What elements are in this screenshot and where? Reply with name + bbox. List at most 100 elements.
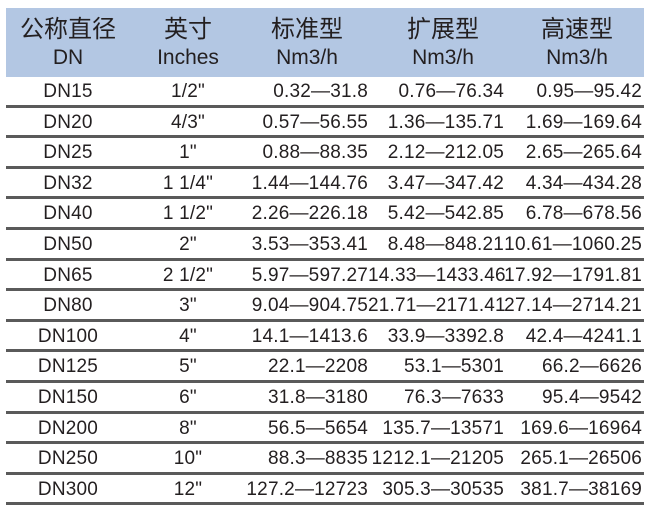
table-row: DN20 4/3" 0.57—56.55 1.36—135.71 1.69—169.64 bbox=[6, 108, 644, 139]
dn-cell: DN50 bbox=[43, 233, 93, 255]
extended-flow-cell: 76.3—7633 bbox=[403, 386, 504, 408]
inches-cell: 6" bbox=[179, 386, 197, 408]
highspeed-flow-cell: 2.65—265.64 bbox=[525, 142, 642, 164]
extended-flow-cell: 14.33—1433.46 bbox=[368, 264, 506, 286]
highspeed-flow-cell: 0.95—95.42 bbox=[536, 81, 642, 102]
dn-cell: DN200 bbox=[37, 417, 99, 439]
extended-flow-cell: 5.42—542.85 bbox=[387, 203, 504, 225]
table-row: DN200 8" 56.5—5654 135.7—13571 169.6—16964 bbox=[6, 414, 644, 445]
inches-cell: 1/2" bbox=[171, 81, 205, 102]
table-row: DN150 6" 31.8—3180 76.3—7633 95.4—9542 bbox=[6, 383, 644, 414]
highspeed-flow-cell: 169.6—16964 bbox=[520, 417, 642, 439]
standard-flow-cell: 0.32—31.8 bbox=[273, 81, 368, 102]
inches-cell: 3" bbox=[179, 295, 197, 317]
inches-cell: 2" bbox=[179, 233, 197, 255]
header-label-zh: 高速型 bbox=[541, 15, 613, 43]
header-label-zh: 英寸 bbox=[164, 15, 212, 43]
standard-flow-cell: 1.44—144.76 bbox=[251, 172, 368, 194]
highspeed-flow-cell: 17.92—1791.81 bbox=[504, 264, 642, 286]
extended-flow-cell: 21.71—2171.41 bbox=[368, 295, 506, 317]
standard-flow-cell: 88.3—8835 bbox=[267, 448, 368, 470]
inches-cell: 1 1/2" bbox=[162, 203, 214, 225]
highspeed-flow-cell: 66.2—6626 bbox=[541, 356, 642, 378]
header-label-en: Nm3/h bbox=[546, 46, 608, 69]
header-dn: 公称直径 DN bbox=[6, 8, 130, 77]
highspeed-flow-cell: 381.7—38169 bbox=[520, 478, 642, 500]
table-row: DN25 1" 0.88—88.35 2.12—212.05 2.65—265.64 bbox=[6, 138, 644, 169]
header-standard: 标准型 Nm3/h bbox=[246, 8, 368, 77]
dn-cell: DN300 bbox=[37, 478, 99, 500]
extended-flow-cell: 33.9—3392.8 bbox=[387, 325, 504, 347]
highspeed-flow-cell: 6.78—678.56 bbox=[525, 203, 642, 225]
standard-flow-cell: 31.8—3180 bbox=[267, 386, 368, 408]
inches-cell: 12" bbox=[173, 478, 203, 500]
header-label-zh: 公称直径 bbox=[20, 15, 116, 43]
table-row: DN80 3" 9.04—904.75 21.71—2171.41 27.14—2714… bbox=[6, 291, 644, 322]
dn-cell: DN150 bbox=[37, 386, 99, 408]
dn-cell: DN125 bbox=[37, 356, 99, 378]
header-label-zh: 标准型 bbox=[271, 15, 343, 43]
header-highspeed: 高速型 Nm3/h bbox=[512, 8, 642, 77]
inches-cell: 1" bbox=[179, 142, 197, 164]
extended-flow-cell: 1.36—135.71 bbox=[387, 111, 504, 133]
dn-cell: DN15 bbox=[43, 81, 93, 102]
header-label-en: Nm3/h bbox=[412, 46, 474, 69]
standard-flow-cell: 127.2—12723 bbox=[246, 478, 368, 500]
inches-cell: 8" bbox=[179, 417, 197, 439]
inches-cell: 1 1/4" bbox=[162, 172, 214, 194]
extended-flow-cell: 3.47—347.42 bbox=[387, 172, 504, 194]
inches-cell: 5" bbox=[179, 356, 197, 378]
highspeed-flow-cell: 1.69—169.64 bbox=[525, 111, 642, 133]
standard-flow-cell: 56.5—5654 bbox=[267, 417, 368, 439]
highspeed-flow-cell: 10.61—1060.25 bbox=[504, 233, 642, 255]
highspeed-flow-cell: 4.34—434.28 bbox=[525, 172, 642, 194]
header-label-zh: 扩展型 bbox=[407, 15, 479, 43]
inches-cell: 2 1/2" bbox=[162, 264, 214, 286]
extended-flow-cell: 2.12—212.05 bbox=[387, 142, 504, 164]
extended-flow-cell: 1212.1—21205 bbox=[371, 448, 504, 470]
table-row: DN100 4" 14.1—1413.6 33.9—3392.8 42.4—4241.1 bbox=[6, 322, 644, 353]
standard-flow-cell: 22.1—2208 bbox=[267, 356, 368, 378]
header-extended: 扩展型 Nm3/h bbox=[378, 8, 508, 77]
highspeed-flow-cell: 27.14—2714.21 bbox=[504, 295, 642, 317]
table-row: DN40 1 1/2" 2.26—226.18 5.42—542.85 6.78—678… bbox=[6, 199, 644, 230]
header-label-en: Nm3/h bbox=[276, 46, 338, 69]
extended-flow-cell: 8.48—848.21 bbox=[387, 233, 504, 255]
inches-cell: 10" bbox=[173, 448, 203, 470]
extended-flow-cell: 53.1—5301 bbox=[403, 356, 504, 378]
standard-flow-cell: 5.97—597.27 bbox=[251, 264, 368, 286]
dn-cell: DN32 bbox=[43, 172, 93, 194]
table-header: 公称直径 DN 英寸 Inches 标准型 Nm3/h 扩展型 Nm3/h 高速… bbox=[6, 8, 644, 77]
dn-cell: DN40 bbox=[43, 203, 93, 225]
table-row: DN50 2" 3.53—353.41 8.48—848.21 10.61—1060.2… bbox=[6, 230, 644, 261]
dn-cell: DN20 bbox=[43, 111, 93, 133]
table-row: DN15 1/2" 0.32—31.8 0.76—76.34 0.95—95.42 bbox=[6, 77, 644, 108]
table-row: DN65 2 1/2" 5.97—597.27 14.33—1433.46 17.92—… bbox=[6, 261, 644, 292]
inches-cell: 4" bbox=[179, 325, 197, 347]
table-row: DN300 12" 127.2—12723 305.3—30535 381.7—3816… bbox=[6, 475, 644, 506]
table-row: DN32 1 1/4" 1.44—144.76 3.47—347.42 4.34—434… bbox=[6, 169, 644, 200]
dn-cell: DN80 bbox=[43, 295, 93, 317]
header-label-en: DN bbox=[52, 46, 84, 69]
extended-flow-cell: 305.3—30535 bbox=[382, 478, 504, 500]
table-body: DN15 1/2" 0.32—31.8 0.76—76.34 0.95—95.42 DN2… bbox=[6, 77, 644, 506]
dn-cell: DN65 bbox=[43, 264, 93, 286]
dn-cell: DN250 bbox=[37, 448, 99, 470]
standard-flow-cell: 3.53—353.41 bbox=[251, 233, 368, 255]
header-inches: 英寸 Inches bbox=[130, 8, 246, 77]
dn-cell: DN25 bbox=[43, 142, 93, 164]
extended-flow-cell: 135.7—13571 bbox=[382, 417, 504, 439]
table-row: DN250 10" 88.3—8835 1212.1—21205 265.1—26506 bbox=[6, 444, 644, 475]
highspeed-flow-cell: 95.4—9542 bbox=[541, 386, 642, 408]
standard-flow-cell: 0.88—88.35 bbox=[262, 142, 368, 164]
standard-flow-cell: 9.04—904.75 bbox=[251, 295, 368, 317]
extended-flow-cell: 0.76—76.34 bbox=[398, 81, 504, 102]
header-label-en: Inches bbox=[157, 46, 219, 69]
standard-flow-cell: 14.1—1413.6 bbox=[251, 325, 368, 347]
standard-flow-cell: 2.26—226.18 bbox=[251, 203, 368, 225]
table-row: DN125 5" 22.1—2208 53.1—5301 66.2—6626 bbox=[6, 352, 644, 383]
highspeed-flow-cell: 42.4—4241.1 bbox=[525, 325, 642, 347]
dn-cell: DN100 bbox=[37, 325, 99, 347]
inches-cell: 4/3" bbox=[171, 111, 205, 133]
standard-flow-cell: 0.57—56.55 bbox=[262, 111, 368, 133]
